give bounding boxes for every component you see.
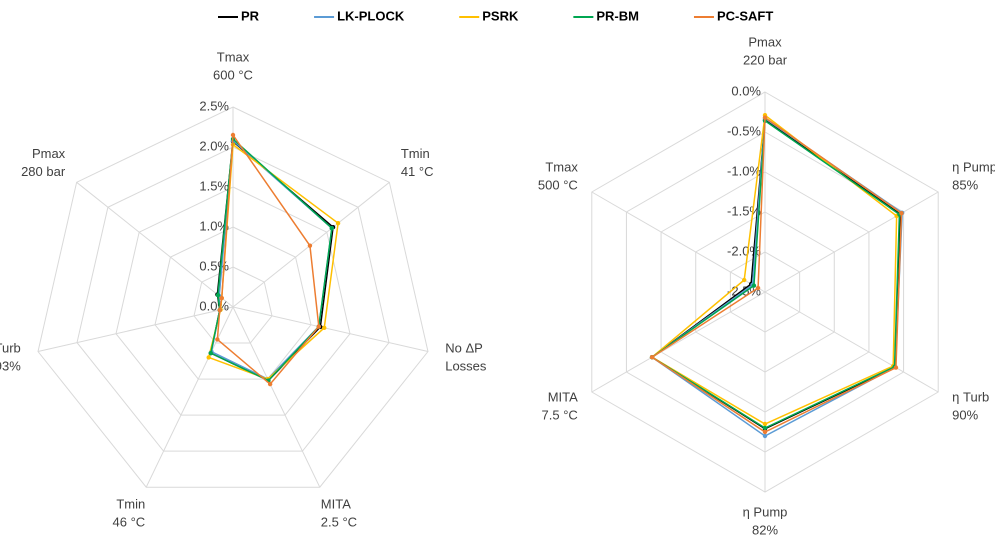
marker xyxy=(316,324,321,329)
axis-label: η Turb xyxy=(0,341,21,356)
series-line xyxy=(650,116,903,433)
marker xyxy=(215,337,220,342)
legend-label: PSRK xyxy=(482,8,519,23)
legend-label: LK-PLOCK xyxy=(337,8,405,23)
axis-label: 2.5 °C xyxy=(321,515,357,530)
grid-line xyxy=(37,106,429,488)
axis-label: 41 °C xyxy=(401,164,434,179)
y-tick-label: 2.5% xyxy=(199,98,229,113)
spoke xyxy=(591,191,766,293)
axis-label: Tmin xyxy=(116,497,145,512)
grid-line xyxy=(695,211,835,373)
axis-label: 600 °C xyxy=(213,67,253,82)
marker xyxy=(762,421,768,427)
axis-label: 280 bar xyxy=(21,164,66,179)
marker xyxy=(755,285,761,291)
marker xyxy=(267,381,273,387)
axis-label: 46 °C xyxy=(113,515,146,530)
marker xyxy=(230,132,236,138)
axis-label: η Pump xyxy=(952,159,995,174)
marker xyxy=(762,433,768,439)
marker xyxy=(215,292,221,298)
spoke xyxy=(764,291,939,393)
axis-label: MITA xyxy=(548,389,578,404)
axis-label: 220 bar xyxy=(743,52,788,67)
series-line xyxy=(650,113,898,425)
marker xyxy=(329,225,335,231)
grid-line xyxy=(76,146,390,452)
y-tick-label: 0.0% xyxy=(199,298,229,313)
spoke xyxy=(591,291,766,393)
y-tick-label: 2.0% xyxy=(199,138,229,153)
axis-label: Pmax xyxy=(32,146,66,161)
axis-label: No ΔP xyxy=(445,341,483,356)
spoke xyxy=(145,306,234,488)
y-tick-label: 1.5% xyxy=(199,178,229,193)
axis-label: MITA xyxy=(321,497,351,512)
marker xyxy=(307,243,313,248)
grid-line xyxy=(660,171,870,413)
y-tick-label: -0.5% xyxy=(727,123,761,138)
marker xyxy=(751,283,757,288)
legend-label: PC-SAFT xyxy=(717,8,773,23)
axis-label: 93% xyxy=(0,359,21,374)
spoke xyxy=(76,181,234,308)
axis-label: 90% xyxy=(952,407,978,422)
axis-label: 7.5 °C xyxy=(542,407,578,422)
series-line xyxy=(209,137,333,382)
marker xyxy=(322,325,327,331)
marker xyxy=(206,355,211,360)
y-tick-label: -1.0% xyxy=(727,163,761,178)
axis-label: 500 °C xyxy=(538,177,578,192)
marker xyxy=(335,221,341,226)
axis-label: Tmin xyxy=(401,146,430,161)
y-tick-label: -2.0% xyxy=(727,243,761,258)
marker xyxy=(899,211,904,216)
spoke xyxy=(232,306,321,488)
axis-label: Tmax xyxy=(545,159,578,174)
legend-item: PSRK xyxy=(459,8,519,23)
spoke xyxy=(764,191,939,293)
legend-item: LK-PLOCK xyxy=(314,8,405,23)
axis-label: η Pump xyxy=(743,504,788,519)
legend-label: PR-BM xyxy=(596,8,639,23)
axis-label: Tmax xyxy=(217,49,250,64)
spoke xyxy=(232,306,429,352)
legend-item: PR xyxy=(218,8,260,23)
spoke xyxy=(37,306,234,352)
marker xyxy=(762,425,768,431)
legend-item: PR-BM xyxy=(573,8,639,23)
grid-line xyxy=(193,266,273,344)
axis-label: 82% xyxy=(752,522,778,537)
legend-item: PC-SAFT xyxy=(693,8,773,23)
marker xyxy=(217,307,222,313)
y-tick-label: 0.0% xyxy=(731,83,761,98)
series-line xyxy=(650,117,903,437)
marker xyxy=(219,295,224,301)
axis-label: η Turb xyxy=(952,389,989,404)
grid-line xyxy=(154,226,312,380)
legend-label: PR xyxy=(241,8,260,23)
marker xyxy=(208,350,213,356)
marker xyxy=(762,115,768,120)
axis-label: Pmax xyxy=(748,34,782,49)
grid-line xyxy=(729,251,801,333)
grid-line xyxy=(591,91,939,493)
marker xyxy=(742,277,747,283)
axis-label: Losses xyxy=(445,359,487,374)
marker xyxy=(649,355,655,360)
axis-label: 85% xyxy=(952,177,978,192)
marker xyxy=(762,429,768,435)
y-tick-label: 1.0% xyxy=(199,218,229,233)
marker xyxy=(893,365,899,370)
